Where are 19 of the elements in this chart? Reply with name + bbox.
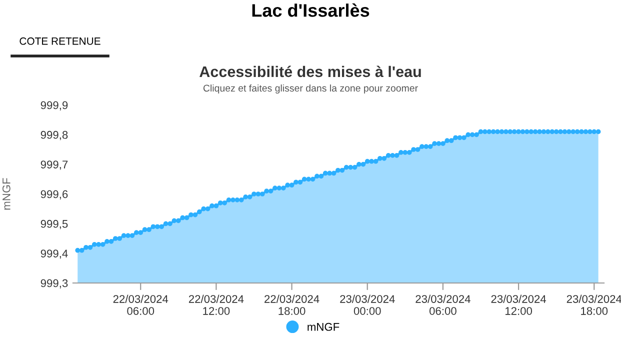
y-tick-label: 999,7 <box>40 160 68 170</box>
y-tick-label: 999,5 <box>40 220 68 230</box>
x-tick-label: 22/03/2024 12:00 <box>188 294 244 315</box>
chart-subtitle: Cliquez et faites glisser dans la zone pour zoomer <box>203 84 418 94</box>
y-tick-label: 999,6 <box>40 190 68 200</box>
x-tick-label: 23/03/2024 00:00 <box>340 294 395 315</box>
legend-label: mNGF <box>308 322 340 331</box>
text: Lac d'Issarlès <box>252 3 370 17</box>
y-tick-label: 999,8 <box>40 130 68 140</box>
y-tick-label: 999,9 <box>40 101 68 110</box>
x-tick-label: 22/03/2024 18:00 <box>264 294 320 315</box>
y-tick-label: 999,3 <box>40 279 68 288</box>
y-tick-label: 999,4 <box>40 250 68 259</box>
x-tick-label: 22/03/2024 06:00 <box>113 294 168 315</box>
y-axis-title: mNGF <box>2 178 10 210</box>
x-tick-label: 23/03/2024 12:00 <box>491 294 546 315</box>
chart-title: Accessibilité des mises à l'eau <box>200 66 421 78</box>
x-tick-label: 23/03/2024 06:00 <box>416 294 470 315</box>
text: COTE RETENUE <box>20 37 100 45</box>
